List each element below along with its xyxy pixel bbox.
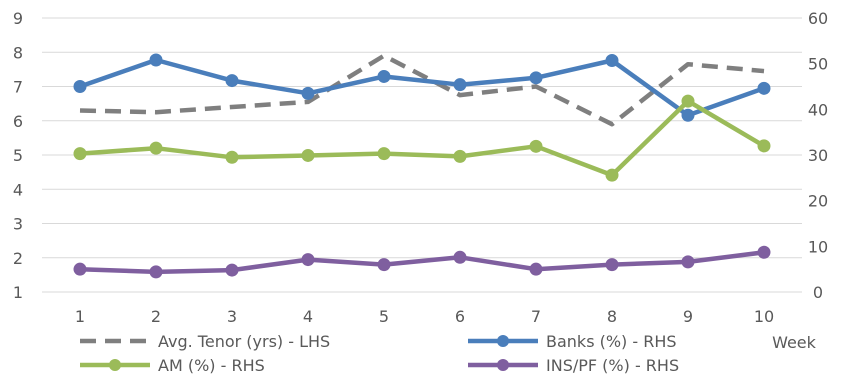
series-line [77, 98, 767, 178]
series-line [79, 53, 765, 127]
left-tick-label: 7 [13, 78, 23, 97]
left-tick-label: 4 [13, 180, 23, 199]
right-tick-label: 0 [813, 283, 823, 302]
right-tick-label: 50 [808, 55, 828, 74]
right-tick-label: 10 [808, 237, 828, 256]
x-axis-ticks: 1 2 3 4 5 6 7 8 9 10 [75, 307, 774, 326]
right-axis-ticks: 0 10 20 30 40 50 60 [808, 9, 828, 302]
series-group [73, 53, 771, 279]
data-point [453, 149, 467, 163]
data-point [301, 253, 315, 267]
legend-item: INS/PF (%) - RHS [468, 356, 679, 375]
data-point [149, 265, 163, 279]
series-3 [73, 245, 771, 279]
left-tick-label: 6 [13, 112, 23, 131]
data-point [225, 263, 239, 277]
series-1 [73, 53, 771, 122]
x-axis-label: Week [772, 333, 817, 352]
data-point [225, 150, 239, 164]
data-point [73, 147, 87, 161]
data-point [681, 255, 695, 269]
data-point [73, 80, 87, 93]
legend-marker [497, 359, 509, 371]
right-tick-label: 20 [808, 192, 828, 211]
legend: Avg. Tenor (yrs) - LHS Banks (%) - RHS AM … [80, 332, 679, 375]
legend-marker [109, 359, 121, 371]
legend-marker [497, 335, 509, 347]
data-point [149, 53, 163, 67]
data-point [681, 108, 695, 122]
legend-label: Avg. Tenor (yrs) - LHS [158, 332, 330, 351]
x-tick-label: 9 [683, 307, 693, 326]
data-point [681, 94, 695, 108]
x-tick-label: 2 [151, 307, 161, 326]
legend-label: AM (%) - RHS [158, 356, 265, 375]
left-tick-label: 3 [13, 215, 23, 234]
series-0 [79, 53, 765, 127]
series-line [77, 250, 767, 275]
data-point [757, 139, 771, 153]
x-tick-label: 6 [455, 307, 465, 326]
data-point [377, 258, 391, 272]
data-point [605, 168, 619, 182]
legend-item: Banks (%) - RHS [468, 332, 677, 351]
x-tick-label: 4 [303, 307, 313, 326]
legend-item: Avg. Tenor (yrs) - LHS [80, 332, 330, 351]
data-point [529, 262, 543, 276]
data-point [605, 258, 619, 272]
x-tick-label: 10 [754, 307, 774, 326]
data-point [149, 141, 163, 155]
x-tick-label: 3 [227, 307, 237, 326]
left-tick-label: 1 [13, 283, 23, 302]
data-point [377, 69, 391, 83]
data-point [757, 245, 771, 259]
legend-item: AM (%) - RHS [80, 356, 265, 375]
left-axis-ticks: 1 2 3 4 5 6 7 8 9 [13, 9, 23, 302]
data-point [301, 86, 315, 100]
data-point [453, 78, 467, 92]
data-point [529, 139, 543, 153]
data-point [377, 147, 391, 161]
x-tick-label: 1 [75, 307, 85, 326]
data-point [301, 148, 315, 162]
right-tick-label: 40 [808, 100, 828, 119]
data-point [757, 81, 771, 95]
series-line [77, 57, 767, 118]
series-2 [73, 94, 771, 182]
right-tick-label: 30 [808, 146, 828, 165]
data-point [73, 262, 87, 276]
left-tick-label: 2 [13, 249, 23, 268]
x-tick-label: 8 [607, 307, 617, 326]
data-point [605, 53, 619, 67]
x-tick-label: 5 [379, 307, 389, 326]
x-tick-label: 7 [531, 307, 541, 326]
legend-label: Banks (%) - RHS [546, 332, 677, 351]
data-point [529, 71, 543, 85]
data-point [453, 250, 467, 264]
left-tick-label: 8 [13, 43, 23, 62]
right-tick-label: 60 [808, 9, 828, 28]
data-point [225, 74, 239, 88]
left-tick-label: 9 [13, 9, 23, 28]
left-tick-label: 5 [13, 146, 23, 165]
legend-label: INS/PF (%) - RHS [546, 356, 679, 375]
